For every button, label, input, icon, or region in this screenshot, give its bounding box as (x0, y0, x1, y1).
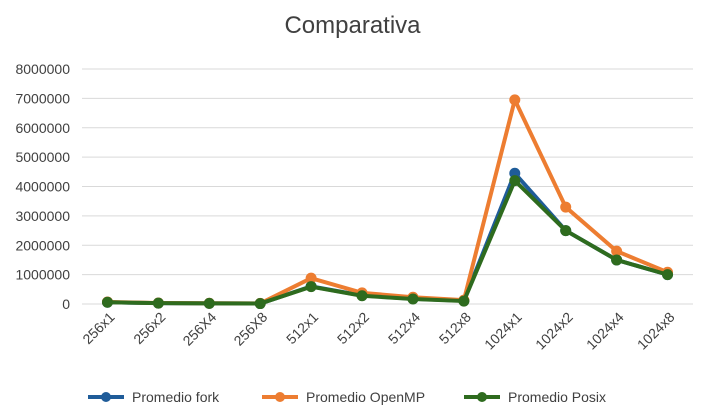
y-tick-label: 6000000 (15, 120, 70, 136)
x-tick-label: 512x4 (385, 309, 423, 347)
legend-label: Promedio OpenMP (306, 389, 425, 405)
data-point (356, 290, 368, 302)
chart-title: Comparativa (284, 12, 421, 39)
y-tick-label: 3000000 (15, 208, 70, 224)
data-point (254, 298, 266, 310)
y-tick-label: 0 (62, 296, 70, 312)
legend-swatch-marker (101, 392, 111, 402)
y-tick-label: 8000000 (15, 61, 70, 77)
data-point (509, 175, 521, 187)
data-point (509, 94, 521, 106)
y-tick-label: 5000000 (15, 149, 70, 165)
data-point (458, 295, 470, 307)
x-tick-label: 256X4 (179, 309, 219, 349)
legend-swatch-marker (477, 392, 487, 402)
y-tick-label: 1000000 (15, 267, 70, 283)
data-point (611, 254, 623, 266)
series-line (105, 171, 670, 306)
data-point (560, 201, 572, 213)
legend-swatch-marker (275, 392, 285, 402)
x-tick-label: 1024x2 (532, 309, 576, 353)
x-tick-label: 256x1 (79, 309, 117, 347)
data-point (101, 296, 113, 308)
y-tick-label: 2000000 (15, 237, 70, 253)
x-tick-label: 1024x8 (634, 309, 678, 353)
data-point (407, 293, 419, 305)
data-point (305, 281, 317, 293)
series-line (105, 97, 670, 306)
legend-label: Promedio Posix (508, 389, 606, 405)
x-tick-label: 512x1 (283, 309, 321, 347)
y-tick-label: 7000000 (15, 90, 70, 106)
data-point (560, 225, 572, 237)
y-tick-label: 4000000 (15, 179, 70, 195)
data-point (203, 297, 215, 309)
x-tick-label: 512x2 (334, 309, 372, 347)
x-tick-label: 512x8 (436, 309, 474, 347)
x-tick-label: 1024x1 (481, 309, 525, 353)
legend-label: Promedio fork (132, 389, 220, 405)
data-point (152, 297, 164, 309)
x-tick-label: 256X8 (230, 309, 270, 349)
x-tick-label: 1024x4 (583, 309, 627, 353)
data-point (662, 269, 674, 281)
x-tick-label: 256x2 (130, 309, 168, 347)
series-line (105, 178, 670, 306)
